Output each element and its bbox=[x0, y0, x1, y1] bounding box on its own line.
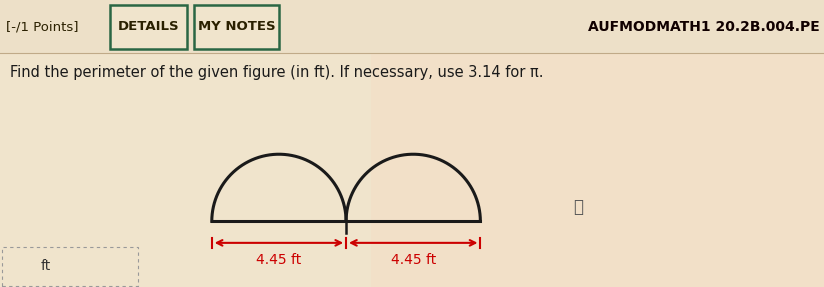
Text: [-/1 Points]: [-/1 Points] bbox=[6, 20, 78, 33]
Text: ⓘ: ⓘ bbox=[573, 198, 583, 216]
Bar bbox=[0, 0, 824, 53]
Bar bbox=[371, 0, 824, 287]
Text: Find the perimeter of the given figure (in ft). If necessary, use 3.14 for π.: Find the perimeter of the given figure (… bbox=[10, 65, 543, 79]
Text: MY NOTES: MY NOTES bbox=[198, 20, 275, 33]
Text: ft: ft bbox=[40, 259, 50, 273]
Text: 4.45 ft: 4.45 ft bbox=[256, 253, 302, 267]
Text: AUFMODMATH1 20.2B.004.PE: AUFMODMATH1 20.2B.004.PE bbox=[588, 20, 820, 34]
FancyBboxPatch shape bbox=[110, 5, 187, 49]
Text: 4.45 ft: 4.45 ft bbox=[391, 253, 436, 267]
FancyBboxPatch shape bbox=[194, 5, 279, 49]
Bar bbox=[2, 247, 138, 286]
Text: DETAILS: DETAILS bbox=[118, 20, 179, 33]
